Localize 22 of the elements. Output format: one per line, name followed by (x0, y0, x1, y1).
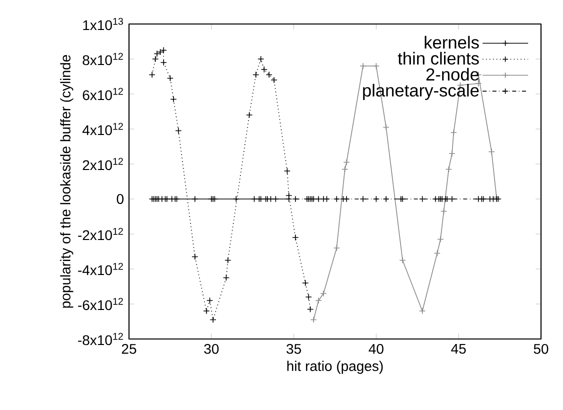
y-tick-label: 6x10$^{12}$ (82, 88, 123, 100)
x-axis-title: hit ratio (pages) (287, 360, 383, 374)
x-tick-label: 50 (534, 344, 548, 354)
y-tick-label: -6x10$^{12}$ (78, 298, 123, 310)
legend-label: thin clients (398, 52, 479, 65)
x-tick-label: 35 (286, 344, 301, 354)
y-tick-label: -2x10$^{12}$ (78, 228, 123, 240)
x-tick-label: 25 (122, 344, 136, 354)
x-tick-label: 40 (368, 344, 384, 354)
legend-label: kernels (424, 36, 479, 49)
x-tick-label: 45 (451, 344, 466, 354)
y-axis-title: popularity of the lookaside buffer (cylinde (60, 55, 74, 308)
y-tick-label: 2x10$^{12}$ (82, 158, 123, 170)
x-tick-label: 30 (204, 344, 219, 354)
y-tick-label: -8x10$^{12}$ (78, 332, 123, 346)
y-tick-label: 4x10$^{12}$ (82, 122, 123, 136)
y-tick-label: 1x10$^{13}$ (83, 18, 123, 30)
legend-label: 2-node (426, 68, 479, 81)
y-tick-label: 8x10$^{12}$ (82, 52, 123, 66)
legend-label: planetary-scale (363, 84, 479, 100)
y-tick-label: -4x10$^{12}$ (78, 262, 123, 276)
y-tick-label: 0 (116, 194, 124, 204)
